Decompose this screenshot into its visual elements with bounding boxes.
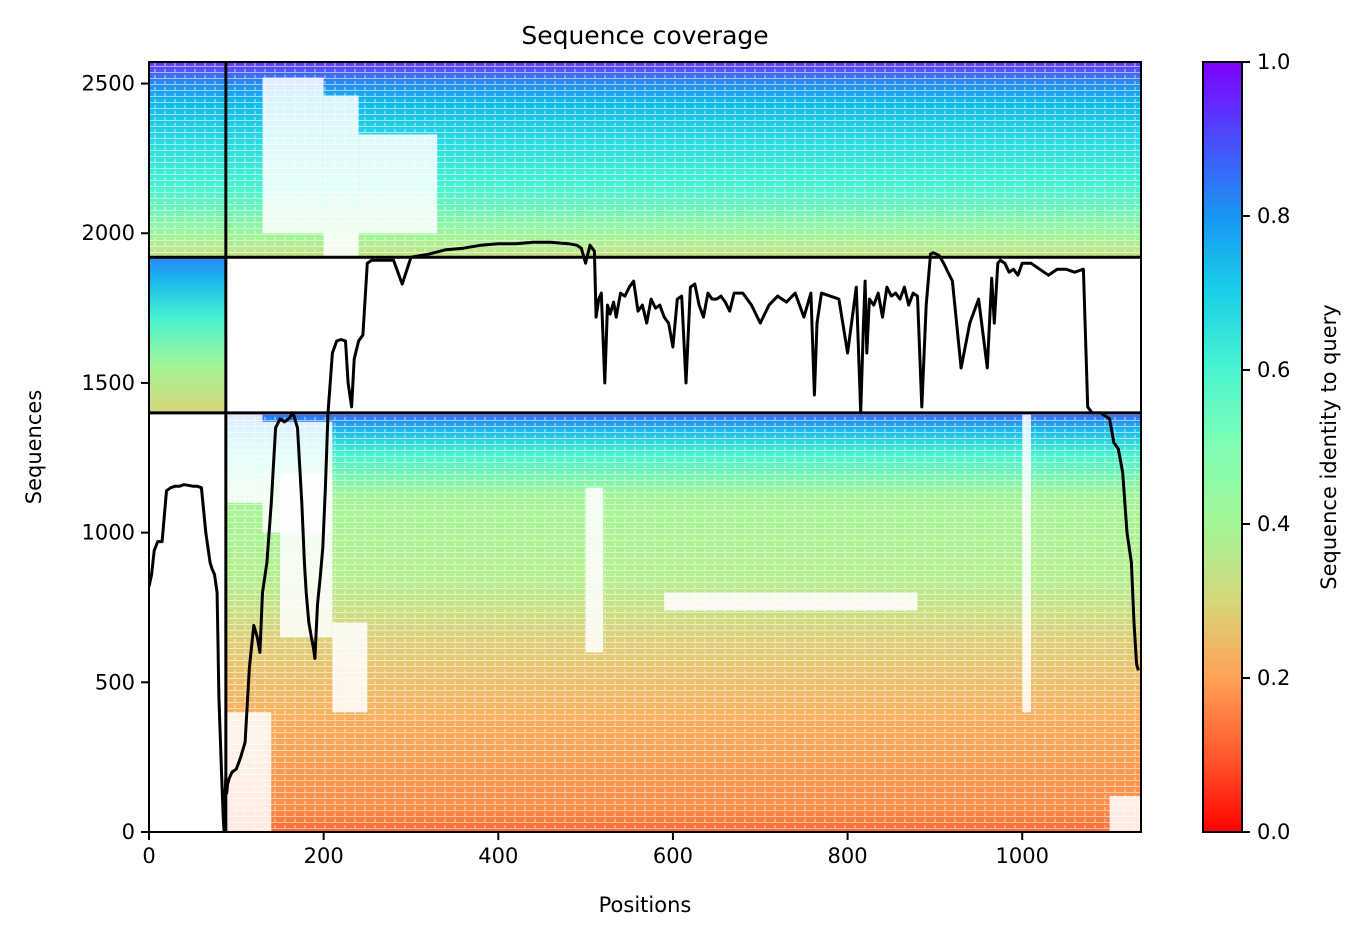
y-axis-label: Sequences xyxy=(22,390,46,505)
segment-separators xyxy=(149,62,1141,832)
x-axis-label: Positions xyxy=(599,893,692,917)
colorbar-tick-label: 0.8 xyxy=(1257,204,1290,228)
x-tick-label: 1000 xyxy=(996,844,1049,868)
y-tick-label: 0 xyxy=(122,820,135,844)
plot-frame xyxy=(148,61,1142,833)
y-tick-label: 1500 xyxy=(82,371,135,395)
coverage-gap-texture xyxy=(225,412,1141,832)
plot-area xyxy=(149,62,1141,832)
colorbar-axis: 0.0 0.2 0.4 0.6 0.8 1.0 xyxy=(1242,50,1290,844)
colorbar-tick-label: 0.2 xyxy=(1257,666,1290,690)
colorbar-tick-label: 0.6 xyxy=(1257,358,1290,382)
x-tick-label: 400 xyxy=(478,844,518,868)
y-tick-label: 2000 xyxy=(82,221,135,245)
y-axis: 0 500 1000 1500 2000 2500 xyxy=(82,72,149,844)
colorbar-tick-label: 1.0 xyxy=(1257,50,1290,74)
y-tick-label: 1000 xyxy=(82,521,135,545)
coverage-gap-texture xyxy=(149,62,1141,258)
segment-1 xyxy=(149,257,226,413)
y-tick-label: 2500 xyxy=(82,72,135,96)
colorbar-tick-label: 0.4 xyxy=(1257,512,1290,536)
x-tick-label: 200 xyxy=(304,844,344,868)
colorbar-tick-label: 0.0 xyxy=(1257,820,1290,844)
colorbar xyxy=(1202,61,1243,833)
colorbar-label: Sequence identity to query xyxy=(1317,304,1341,589)
x-tick-label: 600 xyxy=(653,844,693,868)
x-axis: 0 200 400 600 800 1000 xyxy=(142,832,1049,868)
x-tick-label: 800 xyxy=(828,844,868,868)
y-tick-label: 500 xyxy=(95,670,135,694)
x-tick-label: 0 xyxy=(142,844,155,868)
chart-title: Sequence coverage xyxy=(521,21,768,50)
coverage-line xyxy=(149,240,1140,832)
